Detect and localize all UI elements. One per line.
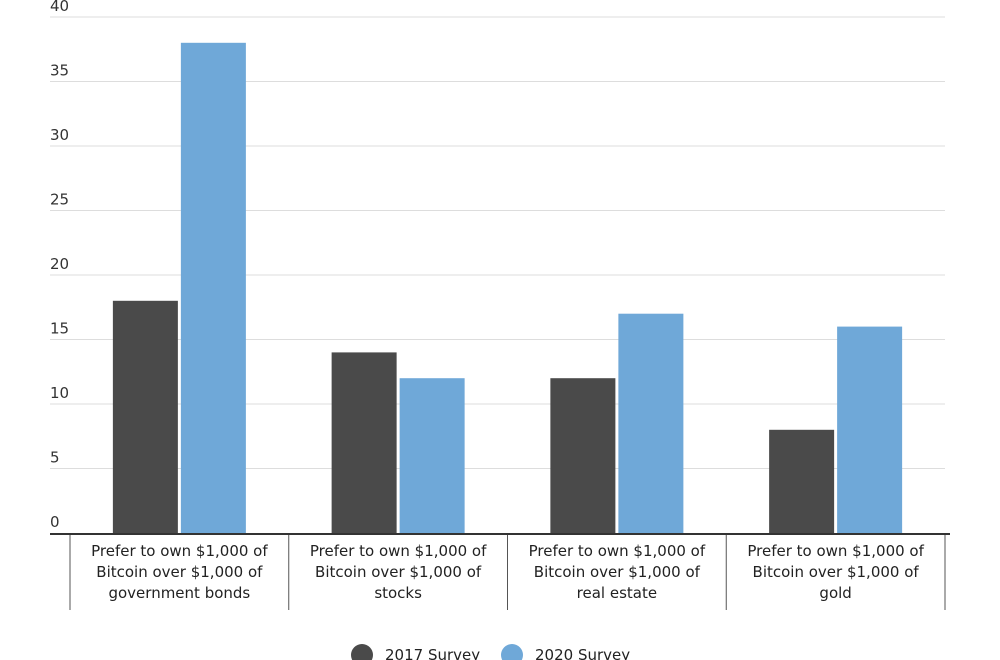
x-category-label: gold (819, 584, 851, 602)
x-category-label: government bonds (108, 584, 250, 602)
y-tick-label: 20 (50, 255, 69, 273)
bar (837, 326, 903, 533)
bar (180, 42, 246, 534)
x-axis: Prefer to own $1,000 of Bitcoin over $1,0… (50, 533, 950, 610)
y-tick-label: 5 (50, 449, 60, 467)
y-tick-label: 10 (50, 384, 69, 402)
y-tick-label: 25 (50, 191, 69, 209)
bar (618, 313, 684, 533)
x-category-label: Prefer to own $1,000 of (91, 542, 268, 560)
legend-marker (351, 644, 373, 660)
legend-marker (501, 644, 523, 660)
x-category-label: Prefer to own $1,000 of (529, 542, 706, 560)
bar (112, 300, 178, 533)
y-tick-label: 15 (50, 320, 69, 338)
bars (112, 42, 903, 534)
legend: 2017 Survey 2020 Survey (351, 644, 630, 660)
x-category-label: stocks (374, 584, 422, 602)
legend-label: 2020 Survey (535, 646, 630, 660)
legend-label: 2017 Survey (385, 646, 480, 660)
x-category-label: Prefer to own $1,000 of (747, 542, 924, 560)
bar (331, 352, 397, 533)
x-category-label: Bitcoin over $1,000 of (534, 563, 701, 581)
x-category-label: Bitcoin over $1,000 of (315, 563, 482, 581)
x-category-label: Prefer to own $1,000 of (310, 542, 487, 560)
y-tick-label: 30 (50, 126, 69, 144)
x-category-label: Bitcoin over $1,000 of (753, 563, 920, 581)
y-axis: 0 5 10 15 20 25 30 35 40 (50, 0, 69, 531)
y-tick-label: 0 (50, 513, 60, 531)
bar (399, 378, 465, 533)
y-tick-label: 40 (50, 0, 69, 15)
bar (550, 378, 616, 533)
bar (769, 429, 835, 533)
x-category-label: Bitcoin over $1,000 of (96, 563, 263, 581)
y-tick-label: 35 (50, 62, 69, 80)
x-category-label: real estate (577, 584, 657, 602)
